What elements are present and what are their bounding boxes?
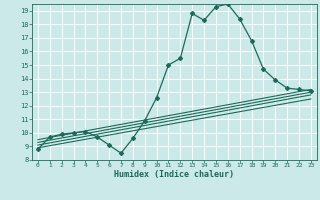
X-axis label: Humidex (Indice chaleur): Humidex (Indice chaleur) — [115, 170, 234, 179]
